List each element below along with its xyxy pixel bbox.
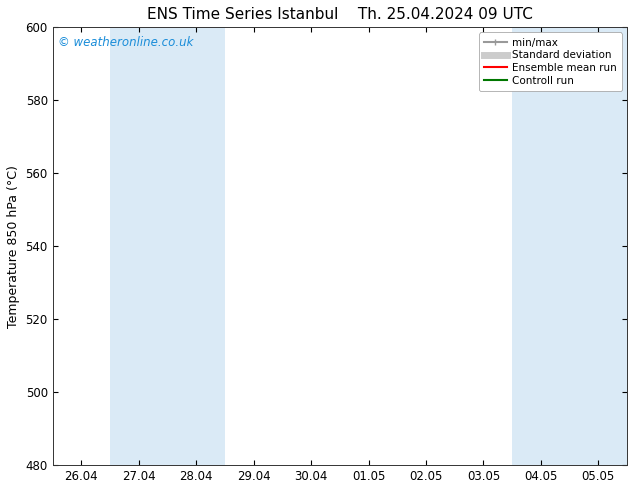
Legend: min/max, Standard deviation, Ensemble mean run, Controll run: min/max, Standard deviation, Ensemble me…	[479, 32, 622, 91]
Bar	[110, 27, 225, 465]
Y-axis label: Temperature 850 hPa (°C): Temperature 850 hPa (°C)	[7, 165, 20, 328]
Title: ENS Time Series Istanbul    Th. 25.04.2024 09 UTC: ENS Time Series Istanbul Th. 25.04.2024 …	[147, 7, 533, 22]
Text: © weatheronline.co.uk: © weatheronline.co.uk	[58, 36, 194, 49]
Bar	[512, 27, 627, 465]
